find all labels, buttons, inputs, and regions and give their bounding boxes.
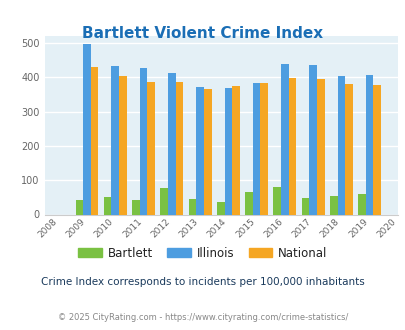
Bar: [373, 84, 380, 214]
Legend: Bartlett, Illinois, National: Bartlett, Illinois, National: [74, 242, 331, 264]
Bar: [232, 86, 239, 214]
Bar: [224, 88, 232, 214]
Bar: [337, 76, 344, 214]
Bar: [365, 75, 373, 214]
Text: Crime Index corresponds to incidents per 100,000 inhabitants: Crime Index corresponds to incidents per…: [41, 278, 364, 287]
Bar: [119, 76, 126, 214]
Bar: [168, 73, 175, 214]
Bar: [203, 89, 211, 214]
Bar: [83, 44, 91, 214]
Bar: [301, 198, 309, 214]
Bar: [139, 68, 147, 215]
Bar: [75, 200, 83, 214]
Bar: [147, 82, 155, 214]
Bar: [245, 192, 252, 214]
Bar: [357, 194, 365, 214]
Bar: [91, 67, 98, 214]
Bar: [329, 196, 337, 214]
Bar: [160, 188, 168, 215]
Bar: [216, 202, 224, 214]
Bar: [260, 83, 267, 214]
Bar: [188, 199, 196, 214]
Bar: [104, 197, 111, 215]
Text: © 2025 CityRating.com - https://www.cityrating.com/crime-statistics/: © 2025 CityRating.com - https://www.city…: [58, 313, 347, 322]
Bar: [175, 82, 183, 214]
Bar: [280, 64, 288, 214]
Bar: [309, 65, 316, 214]
Bar: [288, 79, 296, 214]
Bar: [196, 87, 203, 214]
Bar: [344, 84, 352, 214]
Bar: [273, 187, 280, 214]
Bar: [316, 80, 324, 214]
Bar: [111, 66, 119, 214]
Bar: [252, 83, 260, 214]
Bar: [132, 200, 139, 215]
Text: Bartlett Violent Crime Index: Bartlett Violent Crime Index: [82, 26, 323, 41]
